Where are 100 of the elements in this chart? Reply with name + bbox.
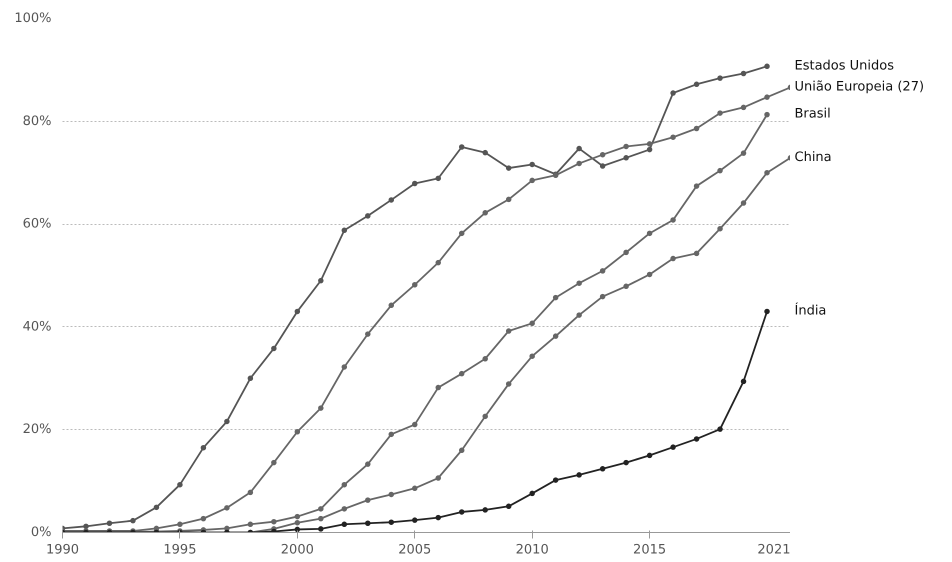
point <box>506 165 512 171</box>
point <box>154 504 160 510</box>
point <box>200 516 206 522</box>
series-label: Brasil <box>794 106 831 122</box>
point <box>224 505 230 511</box>
point <box>694 82 700 88</box>
point <box>740 200 746 206</box>
point <box>646 452 652 458</box>
point <box>458 448 464 454</box>
point <box>576 312 582 318</box>
point <box>365 497 371 503</box>
point <box>435 475 441 481</box>
point <box>435 514 441 520</box>
y-tick-label: 60% <box>22 216 52 232</box>
point <box>717 168 723 174</box>
series-label: União Europeia (27) <box>794 79 924 94</box>
point <box>294 514 300 520</box>
point <box>740 104 746 110</box>
point <box>177 522 183 528</box>
x-tick-label: 2021 <box>757 542 791 558</box>
point <box>529 320 535 326</box>
point <box>600 294 606 300</box>
point <box>271 460 277 466</box>
point <box>294 308 300 314</box>
point <box>318 526 324 532</box>
point <box>600 466 606 472</box>
point <box>318 405 324 411</box>
point <box>529 353 535 359</box>
point <box>600 152 606 158</box>
point <box>177 482 183 488</box>
y-tick-label: 80% <box>22 114 52 129</box>
point <box>646 272 652 278</box>
point <box>764 64 770 70</box>
point <box>365 520 371 526</box>
point <box>294 526 300 532</box>
point <box>717 226 723 232</box>
x-tick-label: 1990 <box>46 542 80 558</box>
point <box>412 422 418 428</box>
point <box>318 506 324 512</box>
point <box>365 461 371 467</box>
point <box>670 256 676 262</box>
point <box>506 196 512 202</box>
y-tick-label: 20% <box>22 422 52 438</box>
point <box>294 429 300 434</box>
point <box>318 516 324 522</box>
point <box>365 213 371 219</box>
point <box>740 70 746 76</box>
point <box>623 144 629 150</box>
point <box>318 278 324 284</box>
point <box>600 163 606 169</box>
point <box>388 432 394 438</box>
point <box>600 268 606 274</box>
point <box>224 418 230 424</box>
point <box>506 328 512 334</box>
point <box>576 146 582 152</box>
x-tick-label: 2010 <box>516 542 549 558</box>
point <box>694 126 700 132</box>
point <box>458 509 464 515</box>
point <box>552 477 558 483</box>
point <box>764 94 770 100</box>
point <box>365 331 371 337</box>
point <box>670 217 676 223</box>
point <box>646 230 652 236</box>
point <box>271 346 277 352</box>
point <box>435 384 441 390</box>
point <box>271 518 277 524</box>
point <box>294 520 300 526</box>
point <box>694 183 700 189</box>
point <box>130 518 136 524</box>
point <box>670 90 676 96</box>
point <box>248 490 254 496</box>
point <box>646 141 652 147</box>
point <box>388 302 394 308</box>
series-label: Estados Unidos <box>794 58 894 74</box>
point <box>412 282 418 288</box>
point <box>506 381 512 387</box>
series-label: Índia <box>794 301 826 318</box>
point <box>576 472 582 478</box>
point <box>506 504 512 510</box>
point <box>623 284 629 290</box>
point <box>529 178 535 184</box>
point <box>576 160 582 166</box>
point <box>458 144 464 150</box>
point <box>342 364 348 370</box>
point <box>342 228 348 234</box>
point <box>388 519 394 525</box>
point <box>435 176 441 182</box>
point <box>552 333 558 339</box>
y-tick-label: 40% <box>22 319 52 334</box>
point <box>694 436 700 442</box>
point <box>740 378 746 384</box>
x-tick-label: 1995 <box>163 542 196 558</box>
point <box>623 250 629 256</box>
x-tick-label: 2000 <box>280 542 314 558</box>
point <box>552 294 558 300</box>
point <box>482 150 488 156</box>
point <box>764 112 770 118</box>
point <box>458 370 464 376</box>
point <box>529 490 535 496</box>
point <box>388 197 394 203</box>
